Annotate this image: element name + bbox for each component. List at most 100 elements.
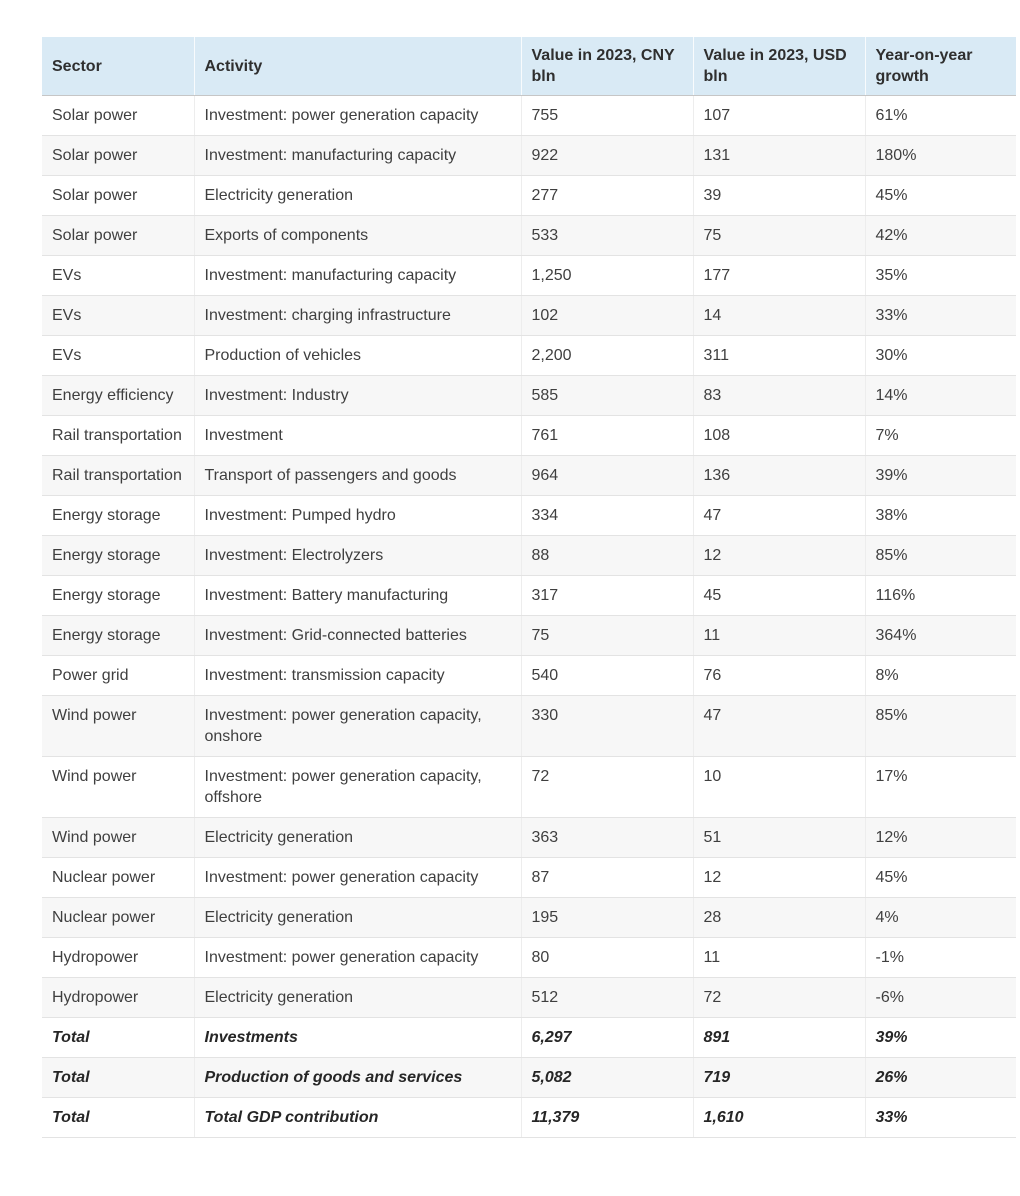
activity-cell: Investment: Electrolyzers bbox=[194, 535, 522, 576]
activity-cell: Exports of components bbox=[194, 215, 522, 256]
col-header-activity: Activity bbox=[194, 37, 522, 96]
value-cny-cell: 761 bbox=[521, 415, 694, 456]
table-row: Hydropower Investment: power generation … bbox=[42, 937, 1016, 978]
yoy-growth-cell: -1% bbox=[865, 937, 1016, 978]
sector-cell: Energy storage bbox=[42, 535, 195, 576]
sector-cell: Solar power bbox=[42, 175, 195, 216]
activity-cell: Electricity generation bbox=[194, 897, 522, 938]
page: Sector Activity Value in 2023, CNY bln V… bbox=[42, 37, 1016, 1138]
table-row: Energy storage Investment: Pumped hydro … bbox=[42, 495, 1016, 536]
yoy-growth-cell: 33% bbox=[865, 1097, 1016, 1138]
sector-cell: Energy storage bbox=[42, 575, 195, 616]
table-row: EVs Investment: manufacturing capacity 1… bbox=[42, 255, 1016, 296]
value-cny-cell: 277 bbox=[521, 175, 694, 216]
sector-cell: Wind power bbox=[42, 695, 195, 757]
activity-cell: Investment: power generation capacity, o… bbox=[194, 695, 522, 757]
yoy-growth-cell: 38% bbox=[865, 495, 1016, 536]
value-usd-cell: 83 bbox=[693, 375, 866, 416]
value-cny-cell: 80 bbox=[521, 937, 694, 978]
table-row: Solar power Electricity generation 277 3… bbox=[42, 175, 1016, 216]
value-cny-cell: 922 bbox=[521, 135, 694, 176]
activity-cell: Investment: Industry bbox=[194, 375, 522, 416]
value-usd-cell: 51 bbox=[693, 817, 866, 858]
yoy-growth-cell: 30% bbox=[865, 335, 1016, 376]
yoy-growth-cell: 7% bbox=[865, 415, 1016, 456]
sector-cell: Rail transportation bbox=[42, 455, 195, 496]
table-row: Solar power Investment: power generation… bbox=[42, 95, 1016, 136]
value-cny-cell: 75 bbox=[521, 615, 694, 656]
yoy-growth-cell: 39% bbox=[865, 455, 1016, 496]
activity-cell: Investment: Battery manufacturing bbox=[194, 575, 522, 616]
yoy-growth-cell: 39% bbox=[865, 1017, 1016, 1058]
activity-cell: Investment: power generation capacity, o… bbox=[194, 756, 522, 818]
total-row: Total Production of goods and services 5… bbox=[42, 1057, 1016, 1098]
value-usd-cell: 891 bbox=[693, 1017, 866, 1058]
value-usd-cell: 47 bbox=[693, 695, 866, 757]
sector-cell: EVs bbox=[42, 255, 195, 296]
table-row: Solar power Exports of components 533 75… bbox=[42, 215, 1016, 256]
table-row: Energy efficiency Investment: Industry 5… bbox=[42, 375, 1016, 416]
sector-cell: Wind power bbox=[42, 756, 195, 818]
table-row: Energy storage Investment: Battery manuf… bbox=[42, 575, 1016, 616]
activity-cell: Production of vehicles bbox=[194, 335, 522, 376]
value-cny-cell: 6,297 bbox=[521, 1017, 694, 1058]
value-cny-cell: 72 bbox=[521, 756, 694, 818]
yoy-growth-cell: 85% bbox=[865, 535, 1016, 576]
activity-cell: Production of goods and services bbox=[194, 1057, 522, 1098]
value-usd-cell: 39 bbox=[693, 175, 866, 216]
value-usd-cell: 14 bbox=[693, 295, 866, 336]
value-cny-cell: 755 bbox=[521, 95, 694, 136]
sector-cell: Energy storage bbox=[42, 495, 195, 536]
table-row: Nuclear power Investment: power generati… bbox=[42, 857, 1016, 898]
activity-cell: Electricity generation bbox=[194, 175, 522, 216]
sector-cell: Solar power bbox=[42, 95, 195, 136]
value-usd-cell: 10 bbox=[693, 756, 866, 818]
sector-cell: Total bbox=[42, 1097, 195, 1138]
value-cny-cell: 964 bbox=[521, 455, 694, 496]
yoy-growth-cell: 12% bbox=[865, 817, 1016, 858]
value-cny-cell: 2,200 bbox=[521, 335, 694, 376]
activity-cell: Investment: power generation capacity bbox=[194, 95, 522, 136]
value-cny-cell: 334 bbox=[521, 495, 694, 536]
activity-cell: Investments bbox=[194, 1017, 522, 1058]
sector-cell: Hydropower bbox=[42, 937, 195, 978]
value-usd-cell: 719 bbox=[693, 1057, 866, 1098]
value-usd-cell: 136 bbox=[693, 455, 866, 496]
yoy-growth-cell: 85% bbox=[865, 695, 1016, 757]
table-row: EVs Investment: charging infrastructure … bbox=[42, 295, 1016, 336]
table-row: EVs Production of vehicles 2,200 311 30% bbox=[42, 335, 1016, 376]
activity-cell: Investment: power generation capacity bbox=[194, 937, 522, 978]
col-header-sector: Sector bbox=[42, 37, 195, 96]
value-cny-cell: 195 bbox=[521, 897, 694, 938]
col-header-yoy-growth: Year-on-year growth bbox=[865, 37, 1016, 96]
yoy-growth-cell: 33% bbox=[865, 295, 1016, 336]
yoy-growth-cell: 26% bbox=[865, 1057, 1016, 1098]
yoy-growth-cell: 364% bbox=[865, 615, 1016, 656]
activity-cell: Investment: power generation capacity bbox=[194, 857, 522, 898]
value-cny-cell: 512 bbox=[521, 977, 694, 1018]
col-header-value-usd: Value in 2023, USD bln bbox=[693, 37, 866, 96]
yoy-growth-cell: 17% bbox=[865, 756, 1016, 818]
yoy-growth-cell: -6% bbox=[865, 977, 1016, 1018]
table-row: Energy storage Investment: Grid-connecte… bbox=[42, 615, 1016, 656]
activity-cell: Investment: manufacturing capacity bbox=[194, 135, 522, 176]
yoy-growth-cell: 4% bbox=[865, 897, 1016, 938]
value-usd-cell: 45 bbox=[693, 575, 866, 616]
table-row: Nuclear power Electricity generation 195… bbox=[42, 897, 1016, 938]
yoy-growth-cell: 42% bbox=[865, 215, 1016, 256]
sector-cell: Energy efficiency bbox=[42, 375, 195, 416]
table-row: Wind power Investment: power generation … bbox=[42, 695, 1016, 757]
yoy-growth-cell: 8% bbox=[865, 655, 1016, 696]
yoy-growth-cell: 45% bbox=[865, 857, 1016, 898]
sector-cell: Total bbox=[42, 1057, 195, 1098]
sector-cell: Energy storage bbox=[42, 615, 195, 656]
value-usd-cell: 1,610 bbox=[693, 1097, 866, 1138]
value-usd-cell: 177 bbox=[693, 255, 866, 296]
table-row: Wind power Electricity generation 363 51… bbox=[42, 817, 1016, 858]
value-cny-cell: 1,250 bbox=[521, 255, 694, 296]
value-cny-cell: 317 bbox=[521, 575, 694, 616]
cleantech-sector-value-table: Sector Activity Value in 2023, CNY bln V… bbox=[42, 37, 1016, 1138]
sector-cell: EVs bbox=[42, 335, 195, 376]
yoy-growth-cell: 14% bbox=[865, 375, 1016, 416]
activity-cell: Investment: Pumped hydro bbox=[194, 495, 522, 536]
